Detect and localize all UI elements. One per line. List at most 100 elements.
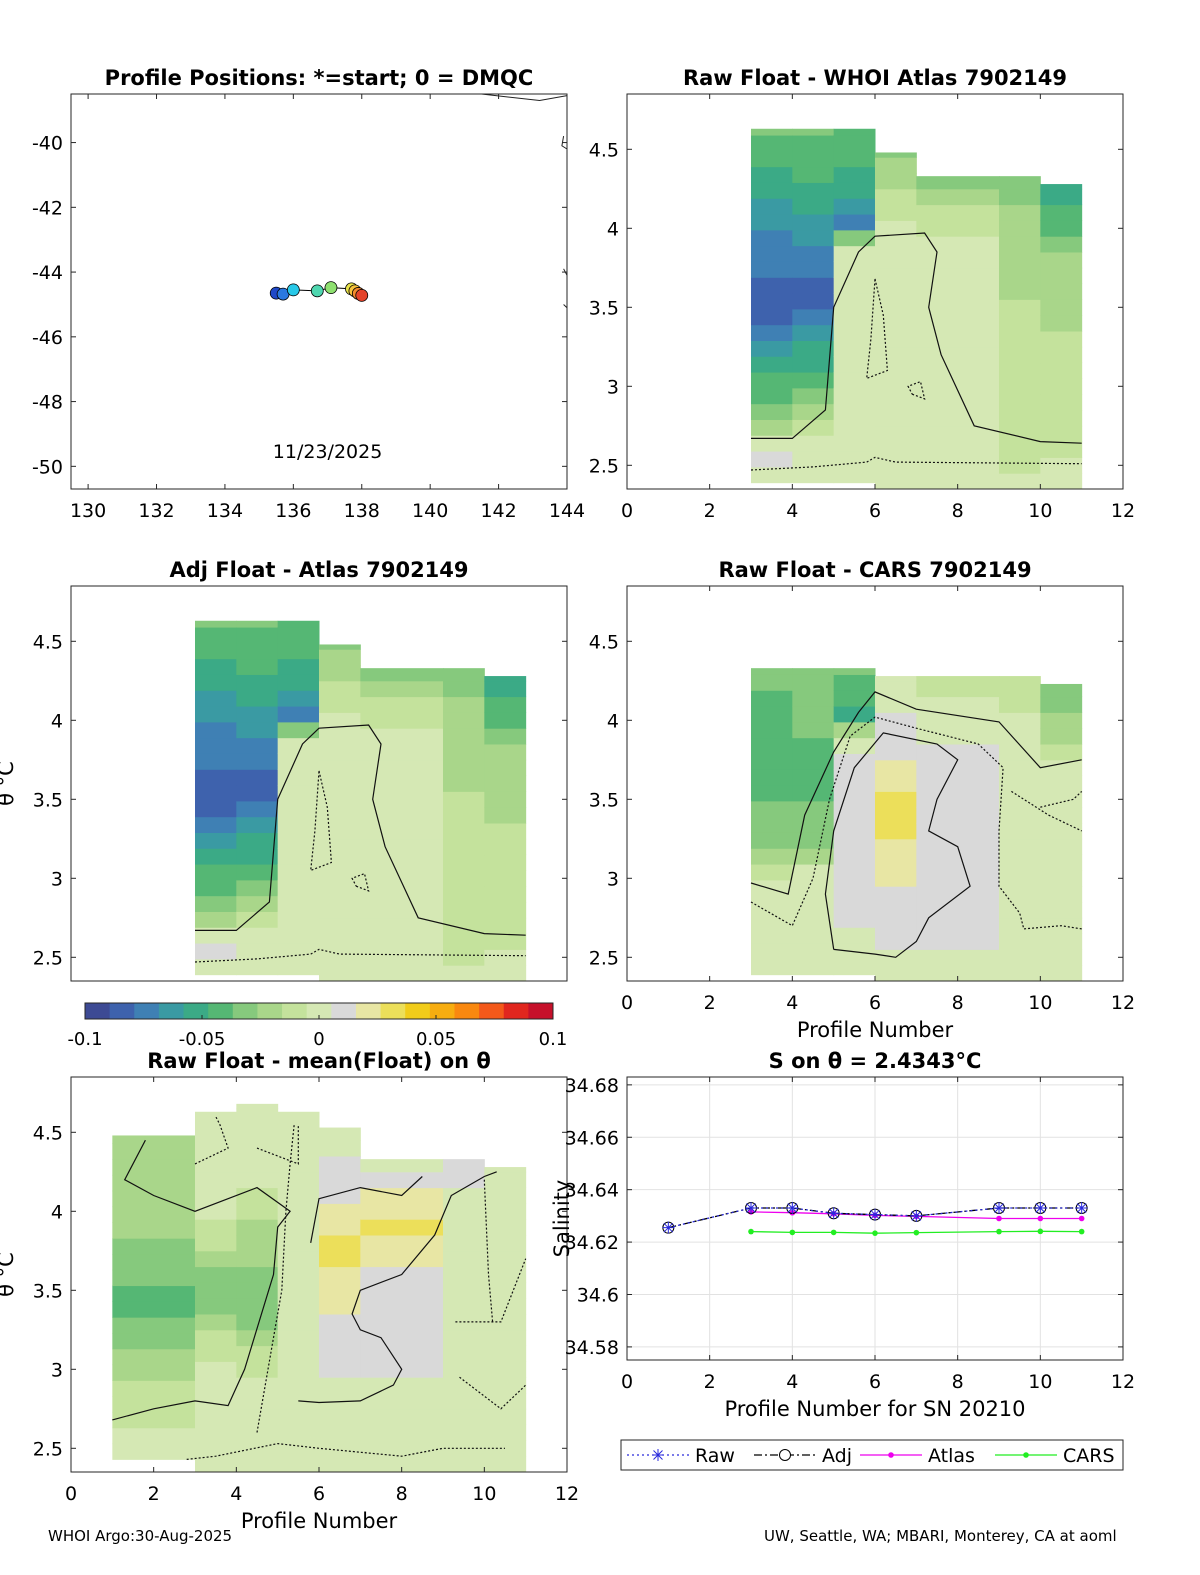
adj_atlas-cell — [195, 706, 237, 723]
raw_cars-xtick-label: 2 — [704, 992, 716, 1014]
raw_mean-contour-dotted — [459, 1376, 527, 1410]
salinity-point-raw — [869, 1208, 881, 1221]
adj_atlas-cell — [319, 854, 361, 871]
raw_cars-cell — [1040, 870, 1083, 887]
raw_mean-cell — [195, 1171, 237, 1189]
adj_atlas-contour-solid — [195, 724, 526, 936]
raw_mean-cell — [277, 1440, 320, 1457]
raw_cars-cell — [999, 854, 1041, 871]
raw_cars-cell — [751, 832, 793, 849]
raw_cars-cell — [999, 744, 1041, 761]
raw_mean-cell — [277, 1456, 320, 1473]
adj_atlas-cell — [360, 870, 444, 887]
raw_atlas-cell — [792, 245, 835, 262]
raw_mean-cell — [195, 1250, 237, 1268]
raw_atlas-cell — [833, 466, 876, 484]
raw_cars-cell — [751, 848, 793, 865]
raw_atlas-cell — [792, 229, 835, 247]
raw_atlas-cell — [751, 466, 793, 484]
raw_mean-cell — [236, 1124, 279, 1141]
raw_cars-cell — [999, 823, 1041, 840]
raw_mean-cell — [195, 1424, 237, 1441]
raw_mean-cell — [112, 1380, 196, 1397]
raw_atlas-cell — [999, 299, 1041, 316]
raw_atlas-cell — [833, 356, 876, 373]
adj_atlas-cell — [360, 933, 444, 950]
raw_atlas-cell — [999, 283, 1041, 300]
raw_atlas-cell — [833, 435, 876, 452]
raw_atlas-cell — [875, 236, 917, 253]
raw_atlas-cell — [833, 387, 876, 405]
colorbar-tick-label: 0.05 — [416, 1029, 456, 1050]
raw_atlas-cell — [999, 457, 1041, 474]
raw_cars-cell — [751, 864, 793, 881]
raw_mean-cell — [112, 1143, 196, 1160]
adj_atlas-cell — [360, 807, 444, 824]
raw_atlas-cell — [751, 356, 793, 373]
raw_atlas-cell — [751, 403, 793, 420]
adj_atlas-cell — [484, 902, 527, 919]
legend-label-cars: CARS — [1063, 1445, 1115, 1467]
adj_atlas-cell — [443, 728, 485, 745]
colorbar-swatch — [232, 1003, 258, 1019]
raw_mean-cell — [277, 1235, 320, 1252]
positions-ytick-label: -40 — [32, 133, 63, 155]
raw_atlas-cell — [792, 451, 835, 468]
colorbar-tick-label: -0.05 — [179, 1029, 226, 1050]
adj_atlas-cell — [319, 933, 361, 950]
colorbar-swatch — [109, 1003, 135, 1019]
raw_cars-cell — [916, 902, 1000, 919]
raw_mean-cell — [277, 1219, 320, 1236]
adj_atlas-cell — [195, 658, 237, 675]
salinity-point-atlas — [996, 1215, 1002, 1222]
raw_atlas-cell — [792, 403, 835, 420]
raw_cars-cell — [833, 706, 876, 723]
raw_mean-cell — [112, 1135, 196, 1144]
raw_cars-cell — [875, 902, 917, 919]
adj_atlas-cell — [277, 674, 320, 691]
colorbar-swatch — [158, 1003, 185, 1019]
raw_cars-cell — [916, 807, 1000, 824]
raw_mean-cell — [277, 1171, 320, 1189]
raw_mean-cell — [112, 1443, 196, 1460]
raw_atlas-cell — [999, 394, 1041, 411]
raw_mean-cell — [443, 1203, 485, 1220]
raw_atlas-cell — [875, 152, 917, 158]
raw_mean-cell — [360, 1440, 444, 1457]
raw_mean-xtick-label: 6 — [313, 1483, 325, 1505]
colorbar-swatch — [479, 1003, 505, 1019]
raw_cars-cell — [1040, 965, 1083, 982]
raw_cars-title: Raw Float - CARS 7902149 — [718, 558, 1031, 582]
raw_cars-cell — [999, 886, 1041, 903]
raw_atlas-cell — [792, 435, 835, 452]
coastline — [563, 304, 568, 309]
position-point — [310, 284, 324, 298]
adj_atlas-cell — [484, 886, 527, 903]
raw_cars-cell — [916, 886, 1000, 903]
raw_atlas-cell — [751, 435, 793, 452]
adj_atlas-cell — [277, 690, 320, 707]
legend-marker-atlas — [888, 1452, 894, 1458]
raw_cars-cell — [916, 676, 1000, 682]
raw_cars-cell — [792, 927, 835, 944]
raw_mean-cell — [236, 1187, 279, 1204]
raw_cars-cell — [875, 807, 917, 824]
adj_atlas-cell — [277, 958, 320, 976]
raw_cars-cell — [833, 879, 876, 897]
raw_mean-cell — [319, 1266, 361, 1283]
raw_atlas-cell — [999, 315, 1041, 332]
raw_cars-cell — [792, 911, 835, 928]
raw_atlas-cell — [751, 308, 793, 326]
raw_mean-cell — [236, 1203, 279, 1220]
adj_atlas-cell — [443, 854, 485, 871]
adj_atlas-cell — [484, 680, 527, 698]
adj_atlas-cell — [484, 807, 527, 824]
raw_cars-xtick-label: 12 — [1111, 992, 1135, 1014]
raw_mean-cell — [484, 1314, 527, 1331]
colorbar-tick-label: 0.1 — [539, 1029, 568, 1050]
raw_mean-cell — [236, 1456, 279, 1473]
raw_mean-xtick-label: 10 — [472, 1483, 496, 1505]
raw_mean-cell — [195, 1456, 237, 1473]
raw_atlas-cell — [1040, 267, 1083, 285]
raw_mean-cell — [319, 1424, 361, 1441]
